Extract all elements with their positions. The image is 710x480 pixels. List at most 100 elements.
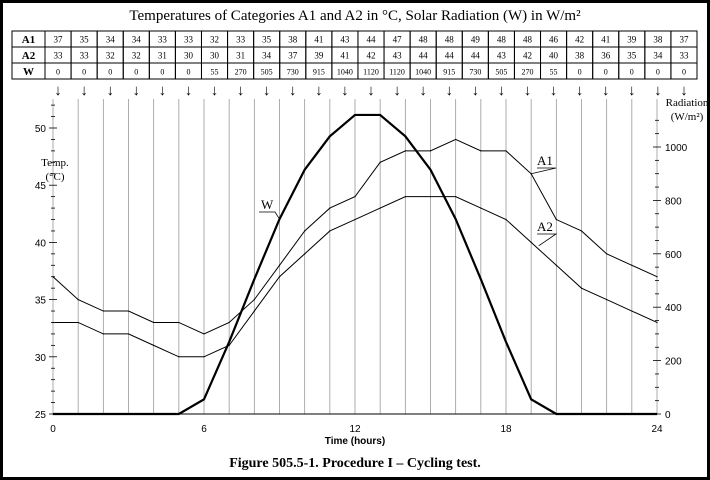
- table-cell-value: 31: [236, 51, 245, 61]
- data-point-w: [228, 341, 230, 343]
- table-cell-value: 39: [627, 35, 637, 45]
- table-cell-value: 35: [627, 51, 637, 61]
- arrow-down-icon: ↓: [602, 83, 610, 99]
- table-cell-value: 40: [549, 51, 559, 61]
- arrow-down-icon: ↓: [654, 83, 662, 99]
- table-cell-value: 48: [497, 35, 507, 45]
- table-cell-value: 30: [210, 51, 220, 61]
- table-cell-value: 505: [261, 68, 273, 77]
- data-point-a1: [52, 276, 54, 278]
- data-point-a1: [253, 299, 255, 301]
- data-point-w: [77, 413, 79, 415]
- series-label-leader: [531, 167, 557, 175]
- data-point-a2: [278, 276, 281, 278]
- arrow-down-icon: ↓: [133, 83, 141, 99]
- right-tick-label: 800: [665, 196, 682, 207]
- arrow-down-icon: ↓: [263, 83, 271, 99]
- table-cell-value: 38: [288, 35, 298, 45]
- arrow-down-icon: ↓: [211, 83, 219, 99]
- data-point-w: [379, 114, 381, 116]
- data-point-w: [404, 135, 406, 137]
- arrow-down-icon: ↓: [445, 83, 453, 99]
- data-point-a2: [203, 356, 205, 358]
- data-point-a1: [404, 150, 406, 152]
- figure-caption: Figure 505.5-1. Procedure I – Cycling te…: [229, 456, 481, 471]
- data-point-a1: [228, 321, 230, 324]
- data-point-a2: [178, 356, 180, 358]
- table-cell-value: 42: [523, 51, 532, 61]
- axes: 25 30 35 40 45 50 0 200 400 600 800 1000 0 6 12 18 24: [35, 104, 688, 435]
- arrow-down-icon: ↓: [472, 83, 480, 99]
- data-point-a1: [606, 253, 608, 255]
- table-row-label: A2: [22, 50, 36, 62]
- table-cell-value: 1040: [415, 68, 431, 77]
- table-cell-value: 32: [132, 51, 141, 61]
- x-axis-label: Time (hours): [325, 436, 385, 447]
- arrow-down-icon: ↓: [289, 83, 297, 99]
- table-cell-value: 0: [160, 68, 164, 77]
- table-cell-value: 1040: [337, 68, 353, 77]
- table-cell-value: 35: [262, 35, 272, 45]
- table-cell-value: 0: [134, 68, 138, 77]
- data-point-a2: [329, 230, 331, 232]
- series-label-w: W: [261, 197, 274, 212]
- table-cell-value: 33: [54, 51, 64, 61]
- table-cell-value: 46: [549, 35, 559, 45]
- table-cell-value: 0: [604, 68, 608, 77]
- arrow-down-icon: ↓: [524, 83, 532, 99]
- data-point-w: [656, 413, 658, 415]
- data-point-w: [329, 135, 331, 137]
- data-point-w: [203, 398, 205, 400]
- data-point-w: [127, 413, 130, 415]
- table-cell-value: 44: [471, 51, 481, 61]
- table-cell-value: 37: [679, 35, 689, 45]
- data-point-w: [102, 413, 104, 415]
- table-cell-value: 32: [106, 51, 115, 61]
- data-point-w: [606, 413, 608, 415]
- table-cell-value: 55: [550, 68, 558, 77]
- arrow-down-icon: ↓: [680, 83, 688, 99]
- left-axis-label-1: Temp.: [41, 157, 69, 169]
- data-point-w: [354, 114, 356, 116]
- data-point-a2: [52, 321, 54, 324]
- data-point-a2: [404, 196, 406, 198]
- data-point-w: [429, 169, 432, 171]
- arrow-down-icon: ↓: [393, 83, 401, 99]
- chart-title: Temperatures of Categories A1 and A2 in …: [129, 8, 581, 24]
- table-cell-value: 0: [82, 68, 86, 77]
- data-point-w: [631, 413, 633, 415]
- data-point-a2: [102, 333, 104, 335]
- table-cell-value: 30: [184, 51, 194, 61]
- data-point-a1: [455, 138, 457, 141]
- data-point-a2: [480, 207, 482, 209]
- table-cell-value: 33: [679, 51, 689, 61]
- data-point-a2: [77, 321, 79, 324]
- data-point-w: [505, 341, 507, 343]
- table-cell-value: 270: [521, 68, 533, 77]
- table-cell-value: 34: [106, 35, 116, 45]
- series-label-a2: A2: [537, 219, 553, 234]
- data-point-a1: [77, 299, 79, 301]
- x-tick-label: 12: [349, 424, 361, 435]
- data-point-a2: [253, 310, 255, 312]
- table-cell-value: 44: [445, 51, 455, 61]
- table-cell-value: 0: [656, 68, 660, 77]
- data-point-a1: [379, 161, 381, 163]
- data-point-w: [304, 169, 306, 171]
- table-cell-value: 0: [186, 68, 190, 77]
- arrow-down-icon: ↓: [185, 83, 193, 99]
- data-point-a1: [178, 321, 180, 324]
- table-cell-value: 44: [419, 51, 429, 61]
- table-cell-value: 0: [578, 68, 582, 77]
- data-point-a2: [631, 310, 633, 312]
- table-cell-value: 31: [158, 51, 167, 61]
- data-point-a1: [631, 264, 633, 266]
- data-point-a2: [379, 207, 381, 209]
- table-cell-value: 39: [314, 51, 324, 61]
- data-point-a2: [304, 253, 306, 255]
- data-point-a1: [102, 310, 104, 312]
- right-tick-label: 600: [665, 250, 682, 261]
- data-point-a2: [455, 196, 457, 198]
- data-point-w: [580, 413, 583, 415]
